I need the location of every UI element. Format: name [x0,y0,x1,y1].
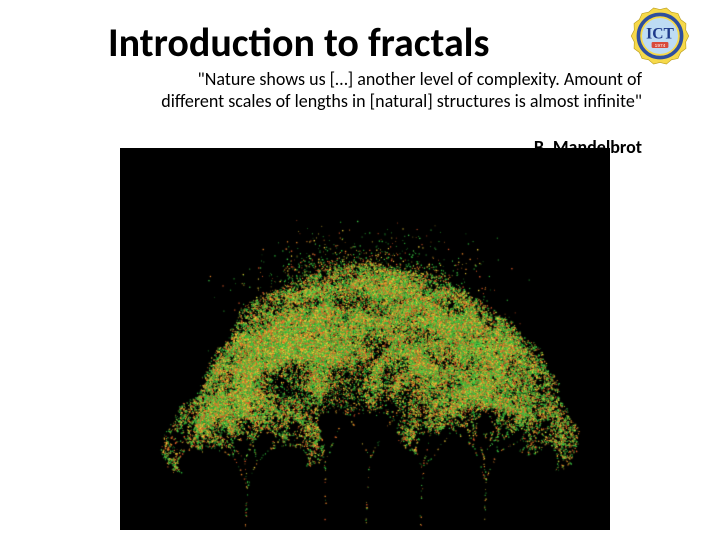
fractal-canvas [120,148,610,530]
svg-text:ICT: ICT [646,25,674,42]
slide-title: Introduction to fractals [108,18,489,67]
ict-logo-svg: ICT1974 [630,6,690,66]
slide: Introduction to fractals "Nature shows u… [0,0,720,540]
quote-text: "Nature shows us […] another level of co… [132,68,642,112]
fractal-panel: TFS ·TID|IKFMHUSK · T · C · Spiel· [120,148,610,530]
svg-text:1974: 1974 [655,43,666,49]
ict-logo: ICT1974 [630,6,690,71]
